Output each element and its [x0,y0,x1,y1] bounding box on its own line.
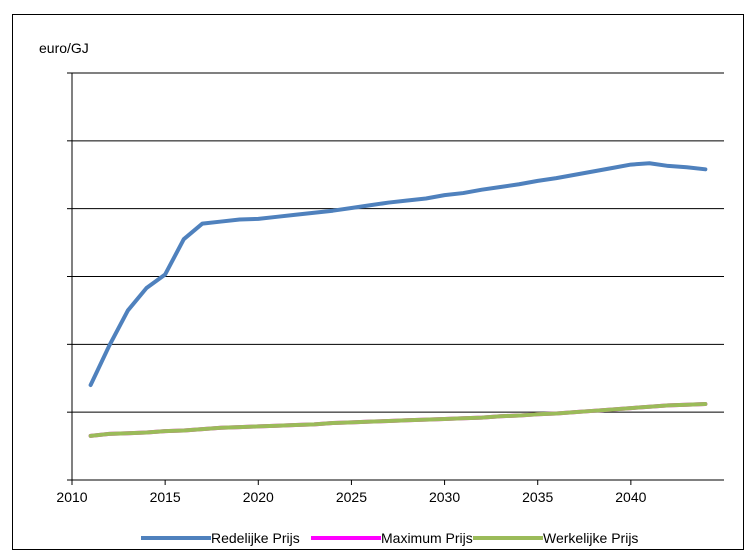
x-axis-ticks: 2010 2015 2020 2025 2030 2035 2040 [56,480,647,505]
x-tick-label: 2015 [150,489,181,505]
legend: Redelijke Prijs Maximum Prijs Werkelijke P… [141,530,638,546]
legend-label: Maximum Prijs [381,530,473,546]
series-layer [88,161,708,438]
legend-label: Redelijke Prijs [211,530,300,546]
axes [67,72,724,481]
x-tick-label: 2040 [615,489,646,505]
x-tick-label: 2025 [336,489,367,505]
x-tick-label: 2035 [522,489,553,505]
x-tick-label: 2020 [243,489,274,505]
chart-frame: euro/GJ 2010 2015 2020 2025 2030 2035 2040 Red… [12,14,744,550]
series-line [88,402,708,438]
gridlines [72,72,724,413]
series-line [88,161,708,388]
x-tick-label: 2030 [429,489,460,505]
legend-label: Werkelijke Prijs [543,530,638,546]
x-tick-label: 2010 [56,489,87,505]
y-axis-label: euro/GJ [39,40,89,56]
line-chart: euro/GJ 2010 2015 2020 2025 2030 2035 2040 Red… [39,40,724,546]
